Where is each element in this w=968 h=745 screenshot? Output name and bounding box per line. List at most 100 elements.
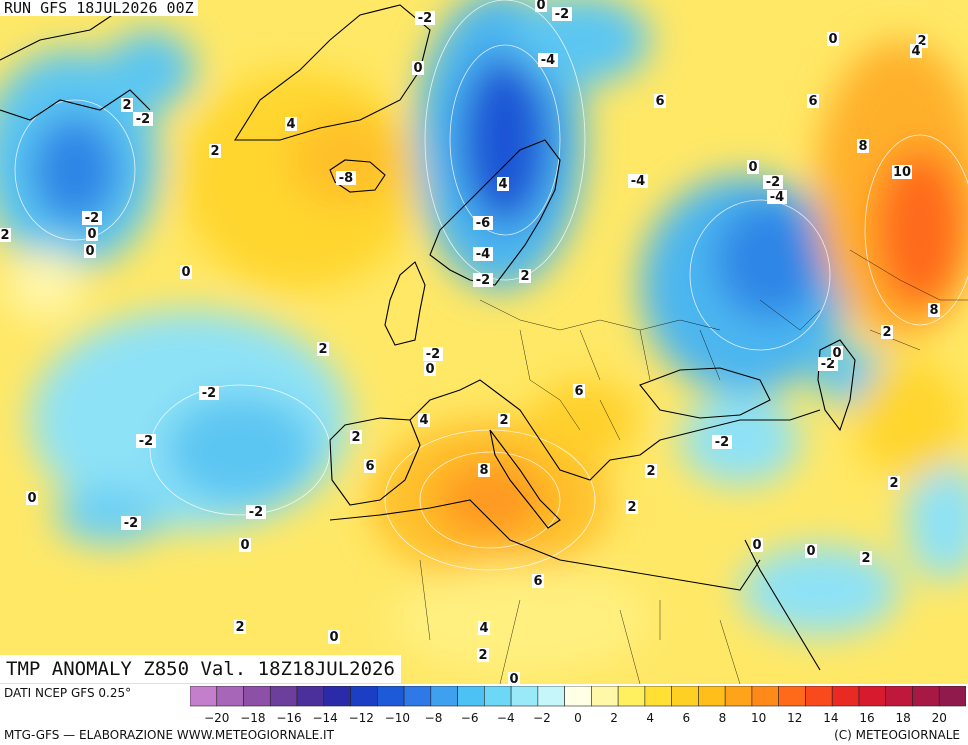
scale-tick-label: −20 <box>204 711 229 725</box>
anomaly-label: 2 <box>235 620 244 635</box>
anomaly-label-bg <box>763 175 783 189</box>
credits-left: MTG-GFS — ELABORAZIONE WWW.METEOGIORNALE… <box>4 728 334 742</box>
scale-swatch <box>216 686 244 707</box>
anomaly-label-bg <box>928 303 940 317</box>
anomaly-label: -2 <box>476 273 490 288</box>
cold-area-labrador-core <box>30 115 120 225</box>
scale-tick-label: 8 <box>719 711 727 725</box>
anomaly-label-bg <box>626 500 638 514</box>
run-label: RUN GFS 18JUL2026 00Z <box>0 0 198 16</box>
anomaly-label-bg <box>860 551 872 565</box>
anomaly-label: -2 <box>766 175 780 190</box>
scale-swatch <box>457 686 485 707</box>
anomaly-label: -2 <box>555 7 569 22</box>
scale-tick-label: 16 <box>859 711 874 725</box>
scale-swatch <box>190 686 218 707</box>
scale-swatch <box>377 686 405 707</box>
anomaly-label: 0 <box>240 538 249 553</box>
anomaly-label-bg <box>121 98 133 112</box>
anomaly-label: 0 <box>536 0 545 13</box>
anomaly-label: 2 <box>861 551 870 566</box>
anomaly-label-bg <box>888 476 900 490</box>
anomaly-label: 2 <box>122 98 131 113</box>
scale-swatch <box>403 686 432 707</box>
anomaly-label-bg <box>552 7 572 21</box>
anomaly-label: 0 <box>181 265 190 280</box>
scale-swatch <box>323 686 351 707</box>
cold-area-baffin <box>105 30 195 110</box>
anomaly-label: 0 <box>87 227 96 242</box>
anomaly-label-bg <box>328 630 340 644</box>
map-title: TMP ANOMALY Z850 Val. 18Z18JUL2026 <box>0 655 401 683</box>
scale-tick-label: −2 <box>533 711 551 725</box>
scale-swatch <box>778 686 806 707</box>
scale-swatch <box>885 686 913 707</box>
anomaly-label-bg <box>881 325 893 339</box>
anomaly-label: -2 <box>821 357 835 372</box>
color-scale-legend: −20 −18 −16 −14 −12 −10 −8 −6 −4 −2 0 2 4 6 8 10 12 14 16 1… <box>190 686 966 725</box>
warm-area-urals-core <box>875 150 965 310</box>
anomaly-label-bg <box>209 144 221 158</box>
anomaly-label: 0 <box>752 538 761 553</box>
anomaly-label: 0 <box>748 160 757 175</box>
anomaly-label: 2 <box>627 500 636 515</box>
contour-line <box>864 134 968 326</box>
anomaly-label-bg <box>423 347 443 361</box>
anomaly-label-bg <box>573 384 585 398</box>
coast-iberia <box>329 417 421 506</box>
anomaly-label-bg <box>26 491 38 505</box>
anomaly-label: 2 <box>499 413 508 428</box>
coast-europe <box>409 379 821 481</box>
warm-area-sahara <box>390 565 650 675</box>
coast-north-africa <box>329 499 761 591</box>
anomaly-label-bg <box>82 211 102 225</box>
anomaly-label-bg <box>818 357 838 371</box>
scale-swatch <box>564 686 592 707</box>
anomaly-label-bg <box>285 117 297 131</box>
anomaly-label: 2 <box>318 342 327 357</box>
coast-black-sea <box>639 367 771 419</box>
anomaly-label: 0 <box>329 630 338 645</box>
anomaly-label-bg <box>473 216 493 230</box>
contour-line <box>449 44 561 236</box>
scale-swatch <box>644 686 672 707</box>
anomaly-label: -4 <box>476 247 490 262</box>
scale-tick-label: 12 <box>787 711 802 725</box>
cold-area-levant <box>740 545 900 635</box>
anomaly-label-bg <box>532 574 544 588</box>
anomaly-label-bg <box>180 265 192 279</box>
anomaly-label-bg <box>910 44 922 58</box>
cold-area-azores <box>55 485 165 545</box>
anomaly-label: 6 <box>808 94 817 109</box>
scale-tick-label: −18 <box>240 711 265 725</box>
scale-tick-label: 4 <box>646 711 654 725</box>
anomaly-label: -2 <box>715 435 729 450</box>
scale-swatch <box>617 686 646 707</box>
contour-line <box>689 199 831 351</box>
border-lines <box>419 249 968 684</box>
scale-tick-label: −8 <box>425 711 443 725</box>
scale-tick-label: 14 <box>823 711 838 725</box>
map-footer: DATI NCEP GFS 0.25° −20 −18 −16 −14 −12 −10 −8… <box>0 684 968 745</box>
anomaly-label-bg <box>473 273 493 287</box>
anomaly-field <box>0 0 968 675</box>
scale-swatch <box>938 686 966 707</box>
anomaly-label-bg <box>831 346 843 360</box>
anomaly-label: 0 <box>806 544 815 559</box>
anomaly-label: 2 <box>917 34 926 49</box>
anomaly-label-bg <box>336 171 356 185</box>
anomaly-label: 10 <box>893 165 911 180</box>
anomaly-label-bg <box>133 112 153 126</box>
anomaly-label-bg <box>477 648 489 662</box>
anomaly-label: -2 <box>136 112 150 127</box>
anomaly-label-bg <box>747 160 759 174</box>
contour-line <box>424 0 586 281</box>
borders <box>419 249 968 684</box>
cold-area-atlantic-core <box>165 395 315 505</box>
coast-uk <box>384 261 426 346</box>
anomaly-label-bg <box>892 165 912 179</box>
anomaly-label: 8 <box>479 463 488 478</box>
scale-swatch <box>912 686 940 707</box>
coast-canada <box>0 9 151 121</box>
scale-tick-label: 10 <box>751 711 766 725</box>
